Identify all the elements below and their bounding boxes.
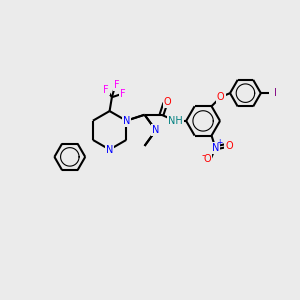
Text: O: O [217, 92, 225, 102]
Text: O: O [226, 141, 233, 151]
Text: N: N [123, 116, 130, 126]
Text: N: N [212, 143, 219, 153]
Text: +: + [216, 138, 222, 147]
Text: F: F [120, 89, 125, 99]
Text: N: N [152, 125, 160, 135]
Text: -: - [201, 150, 205, 160]
Text: O: O [164, 97, 172, 107]
Text: F: F [114, 80, 119, 90]
Text: N: N [106, 145, 113, 154]
Text: I: I [274, 88, 277, 98]
Text: NH: NH [168, 116, 183, 126]
Text: O: O [204, 154, 212, 164]
Text: F: F [103, 85, 109, 94]
Text: N: N [123, 116, 130, 126]
